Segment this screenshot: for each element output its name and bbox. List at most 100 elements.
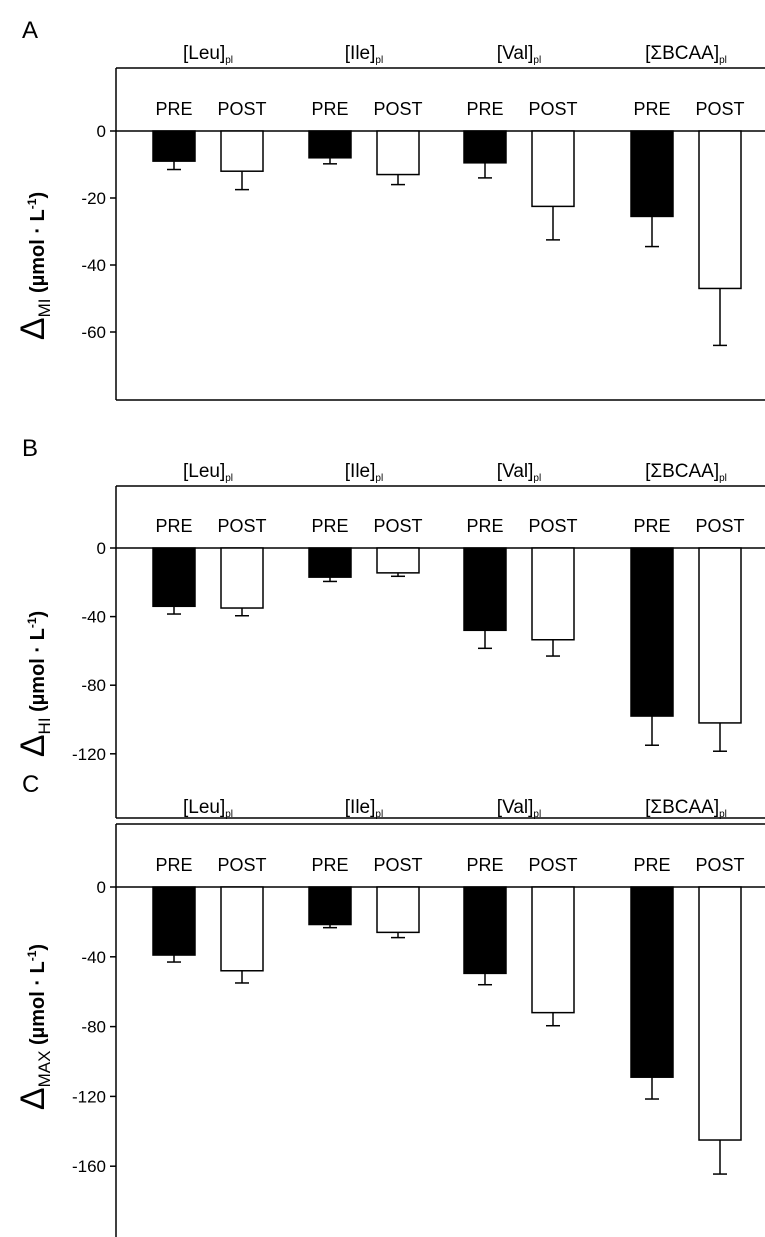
bar-label-pre: PRE: [633, 855, 670, 875]
group-2: [Val]pl PRE POST: [463, 797, 578, 1027]
bar-label-post: POST: [528, 855, 577, 875]
panel-letter: C: [22, 771, 39, 798]
group-label: [ΣBCAA]pl: [645, 797, 727, 820]
group-label-sub: pl: [375, 809, 383, 820]
bar-label-post: POST: [695, 516, 744, 536]
group-label-text: [Leu]: [183, 797, 225, 818]
group-label-sub: pl: [225, 809, 233, 820]
bar-label-post: POST: [217, 99, 266, 119]
group-label-sub: pl: [225, 473, 233, 484]
group-label-text: [Leu]: [183, 43, 225, 64]
bar-label-post: POST: [528, 99, 577, 119]
group-label-text: [ΣBCAA]: [645, 461, 719, 482]
bar-pre: [463, 547, 507, 632]
y-axis-label-sup: -1: [25, 950, 39, 961]
bar-label-pre: PRE: [155, 99, 192, 119]
bar-label-post: POST: [373, 99, 422, 119]
bar-pre: [152, 130, 196, 162]
y-tick-label: -80: [81, 1018, 106, 1037]
bar-label-pre: PRE: [633, 516, 670, 536]
panel-letter: A: [22, 17, 38, 44]
bar-label-pre: PRE: [311, 855, 348, 875]
bar-pre: [152, 886, 196, 956]
bar-pre: [630, 547, 674, 717]
group-label-sub: pl: [719, 809, 727, 820]
bar-pre: [308, 130, 352, 159]
group-label-text: [Val]: [497, 797, 534, 818]
y-axis-label-close: ): [27, 944, 49, 951]
bar-label-pre: PRE: [466, 516, 503, 536]
y-tick-label: -120: [72, 745, 106, 764]
bar-post: [376, 547, 420, 574]
group-label-text: [ΣBCAA]: [645, 43, 719, 64]
group-label-sub: pl: [533, 473, 541, 484]
y-axis-label-sub: HI: [35, 717, 54, 734]
group-label-sub: pl: [533, 55, 541, 66]
bar-label-post: POST: [695, 855, 744, 875]
y-tick-label: -40: [81, 256, 106, 275]
y-tick-label: 0: [97, 878, 106, 897]
group-label: [ΣBCAA]pl: [645, 43, 727, 66]
y-axis-label: ΔMAX (µmol · L-1): [14, 944, 54, 1110]
bar-label-pre: PRE: [155, 516, 192, 536]
y-tick-label: 0: [97, 122, 106, 141]
group-label: [ΣBCAA]pl: [645, 461, 727, 484]
bar-post: [376, 886, 420, 934]
bar-pre: [463, 130, 507, 164]
bar-pre: [308, 886, 352, 926]
group-label: [Leu]pl: [183, 797, 233, 820]
group-0: [Leu]pl PRE POST: [152, 461, 267, 617]
bar-post: [531, 886, 575, 1014]
bar-post: [531, 547, 575, 641]
group-label: [Val]pl: [497, 461, 541, 484]
bar-label-pre: PRE: [155, 855, 192, 875]
y-axis-label-unit: (µmol · L: [27, 628, 49, 717]
group-label: [Val]pl: [497, 43, 541, 66]
bar-pre: [308, 547, 352, 578]
group-label-text: [Ile]: [345, 797, 376, 818]
group-label: [Ile]pl: [345, 797, 383, 820]
bar-pre: [463, 886, 507, 975]
group-label-sub: pl: [225, 55, 233, 66]
group-3: [ΣBCAA]pl PRE POST: [630, 797, 745, 1175]
group-0: [Leu]pl PRE POST: [152, 43, 267, 191]
bar-post: [376, 130, 420, 176]
bar-post: [220, 130, 264, 172]
group-label: [Ile]pl: [345, 461, 383, 484]
bar-pre: [630, 130, 674, 218]
bar-label-post: POST: [217, 516, 266, 536]
y-tick-label: -20: [81, 189, 106, 208]
y-tick-label: 0: [97, 539, 106, 558]
y-tick-label: -160: [72, 1157, 106, 1176]
group-3: [ΣBCAA]pl PRE POST: [630, 43, 745, 347]
bar-label-pre: PRE: [311, 99, 348, 119]
y-axis-label-unit: (µmol · L: [27, 209, 49, 298]
group-0: [Leu]pl PRE POST: [152, 797, 267, 984]
bar-label-pre: PRE: [466, 99, 503, 119]
bar-label-post: POST: [373, 516, 422, 536]
y-tick-label: -120: [72, 1087, 106, 1106]
group-label-text: [Val]: [497, 43, 534, 64]
group-label-sub: pl: [533, 809, 541, 820]
group-label-text: [Val]: [497, 461, 534, 482]
bar-post: [698, 130, 742, 290]
group-label-sub: pl: [719, 55, 727, 66]
group-label: [Ile]pl: [345, 43, 383, 66]
y-axis-label-sub: MAX: [35, 1051, 54, 1088]
y-axis-label-close: ): [27, 611, 49, 618]
bar-label-post: POST: [373, 855, 422, 875]
group-label-text: [Leu]: [183, 461, 225, 482]
group-1: [Ile]pl PRE POST: [308, 43, 423, 186]
group-label-sub: pl: [375, 473, 383, 484]
group-label-sub: pl: [719, 473, 727, 484]
bar-label-pre: PRE: [466, 855, 503, 875]
y-axis-label-sup: -1: [25, 198, 39, 209]
group-2: [Val]pl PRE POST: [463, 43, 578, 241]
y-axis-label-sup: -1: [25, 617, 39, 628]
y-axis-label: ΔMI (µmol · L-1): [14, 192, 54, 340]
group-label-text: [Ile]: [345, 43, 376, 64]
